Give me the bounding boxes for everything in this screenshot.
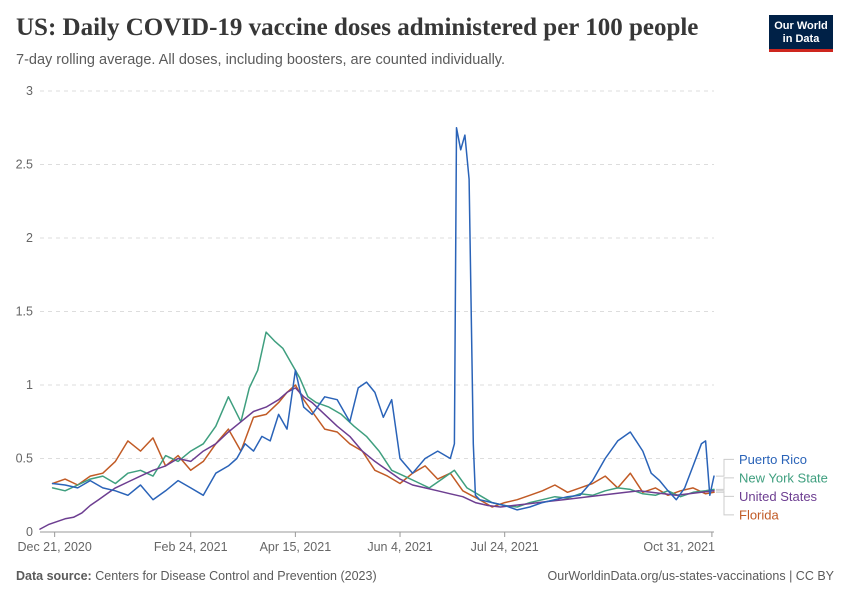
series-line-puerto-rico (51, 127, 715, 511)
y-tick-label: 3 (26, 84, 33, 98)
legend-label-united-states: United States (739, 489, 818, 504)
data-source: Data source: Centers for Disease Control… (16, 569, 377, 583)
y-tick-label: 0.5 (16, 452, 33, 466)
data-source-text[interactable]: Centers for Disease Control and Preventi… (95, 569, 377, 583)
x-tick-label: Feb 24, 2021 (154, 540, 228, 554)
legend-label-florida: Florida (739, 507, 780, 522)
footer-separator: | (789, 569, 793, 583)
legend-label-new-york-state: New York State (739, 470, 828, 485)
y-tick-label: 2 (26, 231, 33, 245)
owid-logo[interactable]: Our World in Data (769, 15, 833, 52)
series-layer (39, 127, 715, 530)
source-url-link[interactable]: OurWorldinData.org/us-states-vaccination… (547, 569, 786, 583)
axis-layer: 0 0.5 1 1.5 2 2.5 3 Dec 21, 2020 Feb 24, 2021 Apr… (16, 84, 715, 554)
x-tick-label: Dec 21, 2020 (17, 540, 91, 554)
legend-connector-united-states (716, 490, 734, 497)
x-tick-label: Jul 24, 2021 (471, 540, 539, 554)
legend-connector-new-york-state (716, 477, 734, 490)
y-tick-label: 0 (26, 525, 33, 539)
y-tick-label: 1.5 (16, 305, 33, 319)
legend-connector-florida (716, 491, 734, 516)
x-tick-label: Oct 31, 2021 (643, 540, 715, 554)
legend-connector-puerto-rico (716, 458, 734, 477)
x-tick-label: Jun 4, 2021 (367, 540, 432, 554)
y-tick-label: 1 (26, 378, 33, 392)
legend-label-puerto-rico: Puerto Rico (739, 452, 807, 467)
grid-layer (40, 90, 714, 459)
chart-subtitle: 7-day rolling average. All doses, includ… (16, 52, 505, 68)
logo-line-2: in Data (782, 33, 820, 45)
series-line-new-york-state (51, 331, 715, 508)
data-source-label: Data source: (16, 569, 92, 583)
footer-links: OurWorldinData.org/us-states-vaccination… (548, 569, 834, 583)
logo-line-1: Our World (774, 20, 828, 32)
series-line-united-states (39, 387, 715, 530)
license-link[interactable]: CC BY (795, 569, 834, 583)
x-tick-label: Apr 15, 2021 (260, 540, 332, 554)
y-tick-label: 2.5 (16, 158, 33, 172)
legend-layer: Puerto Rico New York State United States Fl… (716, 452, 828, 522)
chart-title: US: Daily COVID-19 vaccine doses adminis… (16, 14, 699, 41)
